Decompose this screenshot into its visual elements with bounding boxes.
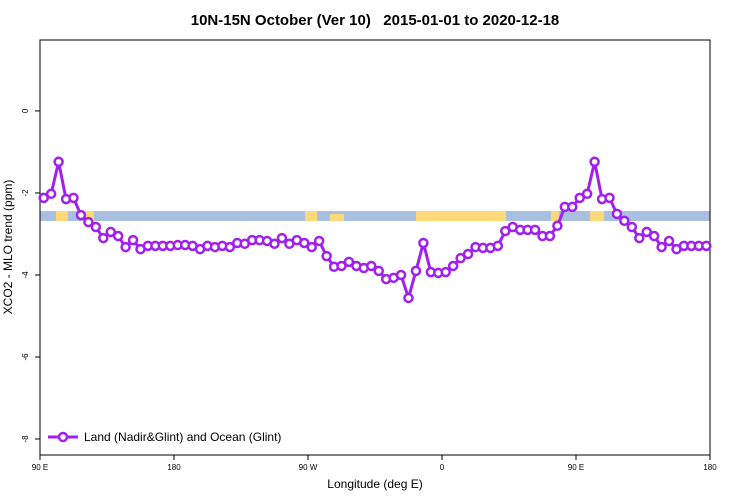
point [306,241,317,253]
point [552,220,563,232]
point [663,235,675,247]
point [299,237,310,249]
y-tick-label: -2 [21,189,30,197]
y-tick-label: -6 [21,353,30,361]
land-band [84,211,94,221]
point [395,269,407,281]
point [45,188,57,200]
chart-title: 10N-15N October (Ver 10) 2015-01-01 to 2… [191,12,560,29]
x-tick-label: 180 [703,463,717,472]
point [366,260,377,272]
point [418,237,429,249]
y-axis-label: XCO2 - MLO trend (ppm) [1,180,15,315]
point [313,235,325,247]
point [447,260,459,272]
point [567,201,578,213]
point [38,192,49,204]
land-band [56,211,68,221]
land-band [330,214,344,221]
point [455,252,466,264]
ocean-band [40,211,710,221]
point [373,265,384,277]
land-band [590,211,604,221]
point [120,241,131,253]
point [343,256,355,268]
point [321,250,332,262]
legend-label: Land (Nadir&Glint) and Ocean (Glint) [84,430,281,444]
point [656,241,667,253]
y-tick-label: 0 [21,108,30,113]
point [701,240,712,252]
point [544,230,556,242]
point [589,156,600,168]
y-tick-label: -4 [21,271,30,279]
point [127,234,139,246]
point [403,292,414,304]
land-band [551,211,559,221]
point [581,188,593,200]
y-tick-label: -8 [21,435,30,443]
point [112,230,124,242]
point [68,192,79,204]
x-tick-label: 0 [440,463,445,472]
point [634,232,645,244]
x-tick-label: 180 [167,463,181,472]
legend-marker [57,431,69,443]
x-tick-label: 90 W [299,463,318,472]
point [269,238,280,250]
point [574,192,585,204]
point [276,232,288,244]
point [83,216,94,228]
point [105,226,116,238]
point [336,260,347,272]
point [75,209,87,221]
x-axis-label: Longitude (deg E) [327,477,422,491]
point [604,192,615,204]
x-tick-label: 90 E [568,463,584,472]
land-ocean-band [40,211,710,221]
point [611,208,623,220]
series-line [42,161,707,304]
point [440,266,451,278]
land-band [305,211,317,221]
point [462,248,474,260]
point [53,156,64,168]
point [500,225,511,237]
point [492,240,504,252]
point [90,221,102,233]
point [641,226,652,238]
point [529,224,541,236]
point [619,215,630,227]
point [626,221,638,233]
x-tick-label: 90 E [32,463,48,472]
point [224,241,236,253]
point [98,232,109,244]
point [410,265,422,277]
point [648,230,660,242]
land-band [416,211,506,221]
